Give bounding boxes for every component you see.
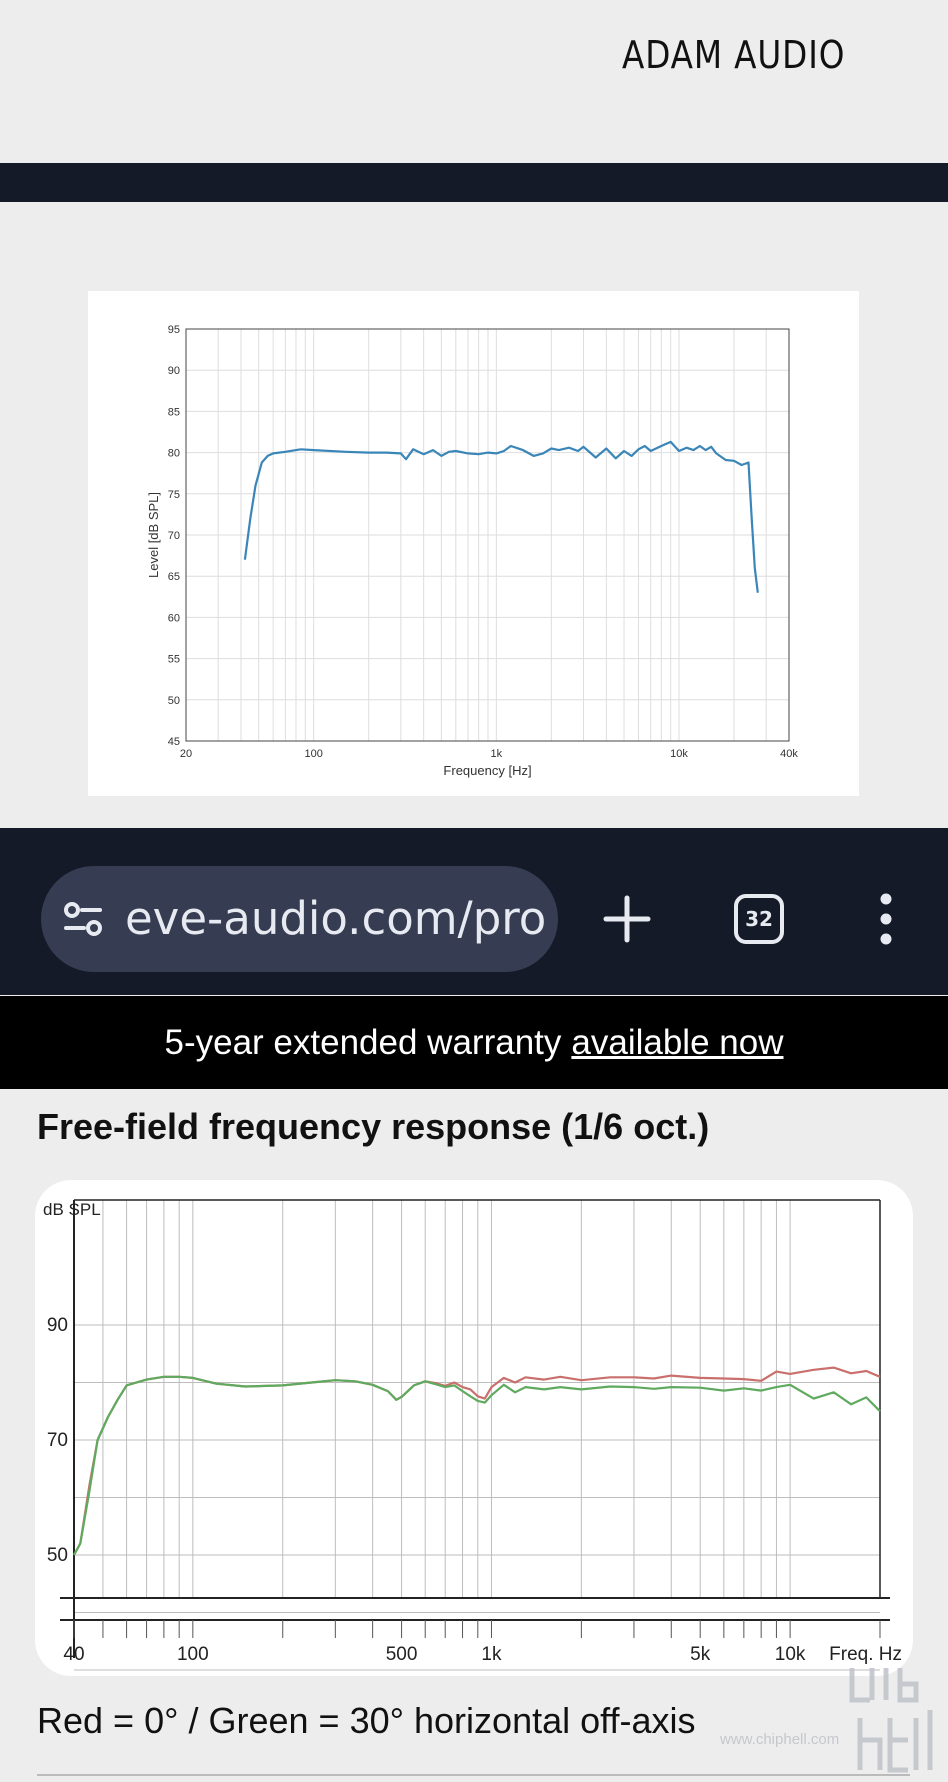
eve-frequency-chart: dB SPL 90 70 50 40 100 500 1k 5k 10k Freq. Hz [43, 1199, 902, 1671]
divider [37, 1774, 910, 1776]
x-tick-label: 500 [386, 1644, 418, 1665]
y-axis-label: Level [dB SPL] [146, 492, 161, 578]
x-tick-label: 1k [491, 748, 503, 760]
x-tick-label: 40 [63, 1644, 84, 1665]
warranty-text: 5-year extended warranty [164, 1022, 562, 1062]
url-text[interactable]: eve-audio.com/pro [125, 892, 547, 945]
plus-icon[interactable] [598, 886, 656, 952]
y-tick-label: 90 [168, 365, 180, 377]
x-axis-label: Frequency [Hz] [443, 763, 531, 778]
x-tick-label: 1k [481, 1644, 502, 1665]
tabs-icon[interactable]: 32 [734, 894, 784, 944]
brand-name: ADAM AUDIO [622, 33, 846, 77]
y-tick-label: 80 [168, 448, 180, 460]
chiphell-logo-icon: www.chiphell.com [719, 1668, 933, 1773]
y-tick-label: 95 [168, 324, 180, 336]
plot-frame [185, 328, 790, 742]
legend-caption: Red = 0° / Green = 30° horizontal off-ax… [37, 1700, 696, 1741]
y-tick-label: 65 [168, 571, 180, 583]
adam-frequency-chart-card: 45 50 55 60 65 70 75 80 85 90 95 20 100 1k 10k 40k Frequ… [88, 291, 859, 796]
eve-frequency-chart-card: dB SPL 90 70 50 40 100 500 1k 5k 10k Freq. Hz [35, 1180, 913, 1676]
y-tick-label: 45 [168, 736, 180, 748]
adam-frequency-chart: 45 50 55 60 65 70 75 80 85 90 95 20 100 1k 10k 40k Frequ… [146, 324, 798, 778]
x-tick-label: 20 [180, 748, 192, 760]
y-tick-label: 50 [47, 1545, 68, 1566]
y-tick-label: 60 [168, 612, 180, 624]
x-tick-label: 40k [780, 748, 798, 760]
y-tick-label: 75 [168, 489, 180, 501]
x-tick-label: 10k [670, 748, 688, 760]
series-line [73, 1375, 881, 1556]
section-title: Free-field frequency response (1/6 oct.) [37, 1106, 710, 1147]
site-nav-band [0, 163, 948, 202]
x-tick-label: 100 [305, 748, 323, 760]
x-tick-label: 10k [775, 1644, 806, 1665]
y-tick-label: 70 [47, 1430, 68, 1451]
address-bar[interactable]: eve-audio.com/pro [41, 866, 558, 972]
watermark-site: www.chiphell.com [720, 1731, 839, 1748]
series-line [73, 1366, 881, 1556]
tune-icon[interactable] [63, 901, 103, 937]
more-vert-icon[interactable] [872, 893, 900, 945]
series-line [243, 440, 759, 593]
y-tick-label: 55 [168, 654, 180, 666]
y-tick-label: 70 [168, 530, 180, 542]
y-tick-label: 85 [168, 406, 180, 418]
y-tick-label: 90 [47, 1315, 68, 1336]
x-tick-label: 100 [177, 1644, 209, 1665]
warranty-banner: 5-year extended warranty available now [0, 996, 948, 1089]
x-tick-label: 5k [690, 1644, 711, 1665]
y-tick-label: 50 [168, 695, 180, 707]
y-unit-label: dB SPL [43, 1200, 101, 1219]
brand-logo[interactable]: ADAM AUDIO [608, 30, 868, 80]
chiphell-watermark: www.chiphell.com [719, 1660, 948, 1778]
warranty-link[interactable]: available now [571, 1022, 784, 1062]
x-axis-label: Freq. Hz [829, 1644, 902, 1665]
